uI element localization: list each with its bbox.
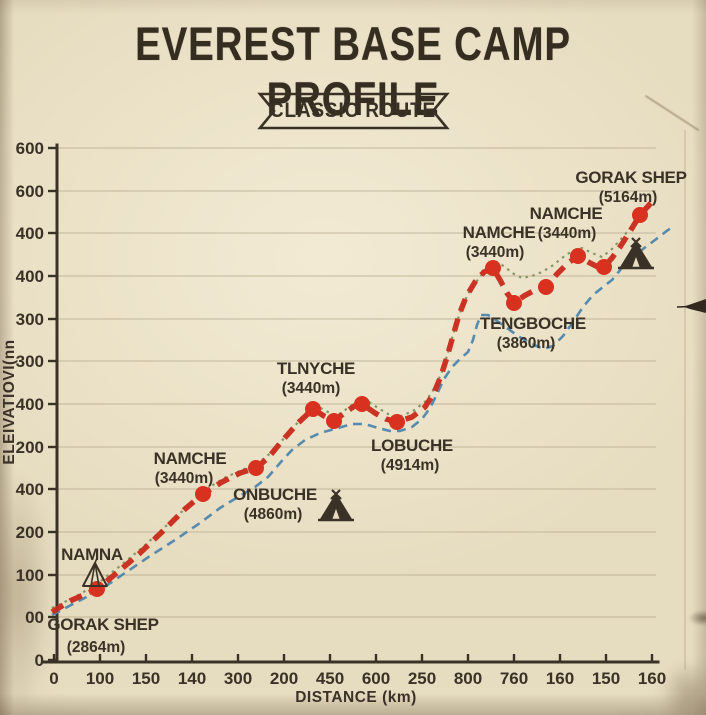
y-tick-label: 300 (16, 310, 44, 329)
y-tick-label: 00 (25, 608, 44, 627)
y-tick-label: 600 (16, 182, 44, 201)
waypoint-elevation: (3440m) (466, 244, 525, 261)
ribbon-outline-icon (257, 92, 450, 130)
x-tick-label: 300 (224, 669, 252, 688)
subtitle-label: CLASSIC ROUTE (269, 99, 437, 122)
tent-filled-icon (330, 489, 342, 500)
x-tick-label: 600 (362, 669, 390, 688)
y-tick-label: 200 (16, 438, 44, 457)
chart-title: EVEREST BASE CAMP PROFILE (135, 17, 571, 125)
waypoint-name: NAMNA (61, 545, 123, 564)
waypoint-name: ONBUCHE (233, 485, 317, 504)
x-tick-label: 150 (592, 669, 620, 688)
y-tick-label: 400 (16, 267, 44, 286)
y-axis-title: ELEIVATIOVI(nn (1, 339, 18, 464)
waypoint-dot (632, 207, 648, 223)
x-tick-label: 140 (178, 669, 206, 688)
y-tick-label: 300 (16, 352, 44, 371)
subtitle-ribbon: CLASSIC ROUTE (250, 91, 456, 131)
waypoint-dot (506, 295, 522, 311)
classic-route-red-dashed (50, 196, 658, 615)
waypoint-elevation: (2864m) (67, 639, 126, 656)
paper-tear-icon (683, 299, 706, 313)
waypoint-dot (389, 414, 405, 430)
y-tick-label: 0 (35, 651, 44, 670)
waypoint-name: TLNYCHE (277, 359, 355, 378)
waypoint-dot (596, 259, 612, 275)
waypoint-dot (354, 396, 370, 412)
waypoint-elevation: (3440m) (538, 225, 597, 242)
tent-outline-icon (90, 557, 100, 587)
tent-filled-icon (632, 257, 640, 268)
x-tick-label: 100 (86, 669, 114, 688)
paper-tear-icon (676, 305, 691, 308)
y-tick-label: 400 (16, 224, 44, 243)
x-tick-label: 250 (408, 669, 436, 688)
waypoint-elevation: (5164m) (599, 189, 658, 206)
waypoint-name: TENGBOCHE (480, 314, 586, 333)
y-tick-label: 100 (16, 566, 44, 585)
tent-outline-icon (82, 562, 108, 587)
waypoint-dot (570, 248, 586, 264)
waypoint-name: NAMCHE (154, 449, 227, 468)
x-tick-label: 450 (316, 669, 344, 688)
waypoint-elevation: (3440m) (282, 380, 341, 397)
y-tick-label: 400 (16, 395, 44, 414)
waypoint-dot (326, 413, 342, 429)
waypoint-dot (248, 460, 264, 476)
x-tick-label: 760 (500, 669, 528, 688)
y-tick-label: 200 (16, 523, 44, 542)
tent-filled-icon (630, 237, 642, 248)
waypoint-elevation: (4914m) (381, 457, 440, 474)
tent-filled-icon (332, 509, 340, 520)
x-tick-label: 0 (49, 669, 58, 688)
waypoint-elevation: (3440m) (155, 470, 214, 487)
waypoint-dot (538, 279, 554, 295)
variant-route-blue-dashed (51, 224, 676, 617)
waypoint-dot (195, 486, 211, 502)
waypoint-name: GORAK SHEP (47, 615, 158, 634)
waypoint-name: LOBUCHE (371, 436, 453, 455)
x-tick-label: 800 (454, 669, 482, 688)
waypoint-dot (305, 401, 321, 417)
x-tick-label: 200 (270, 669, 298, 688)
x-tick-label: 160 (546, 669, 574, 688)
y-tick-label: 400 (16, 480, 44, 499)
x-tick-label: 150 (132, 669, 160, 688)
waypoint-elevation: (3860m) (497, 335, 556, 352)
waypoint-elevation: (4860m) (244, 506, 303, 523)
waypoint-name: NAMCHE (463, 223, 536, 242)
x-axis-title: DISTANCE (km) (295, 689, 417, 706)
waypoint-dot (485, 260, 501, 276)
waypoint-name: NAMCHE (530, 204, 603, 223)
x-tick-label: 160 (638, 669, 666, 688)
y-tick-label: 600 (16, 139, 44, 158)
waypoint-name: GORAK SHEP (575, 168, 686, 187)
